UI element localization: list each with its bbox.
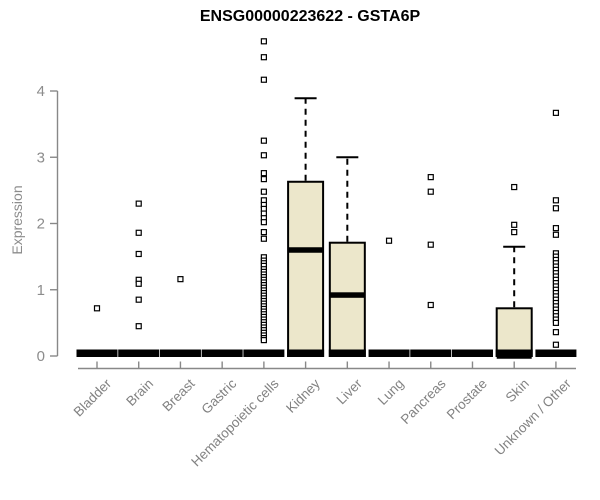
y-axis-label: Expression bbox=[9, 185, 25, 255]
outlier-point bbox=[260, 337, 267, 344]
box-group-pancreas bbox=[410, 174, 452, 357]
chart-title: ENSG00000223622 - GSTA6P bbox=[199, 8, 421, 25]
outlier-point bbox=[93, 305, 101, 312]
outlier-point bbox=[135, 323, 142, 330]
box-rect bbox=[287, 180, 325, 357]
outlier-point bbox=[511, 221, 518, 228]
median-line bbox=[329, 292, 365, 298]
box-rect bbox=[495, 307, 533, 357]
outlier-point bbox=[177, 276, 184, 283]
outlier-point bbox=[260, 176, 267, 183]
outlier-point bbox=[135, 200, 142, 207]
box-group-breast bbox=[159, 276, 201, 357]
box-group-prostate bbox=[451, 349, 493, 357]
outlier-point bbox=[260, 137, 267, 144]
box-rect bbox=[328, 241, 366, 357]
outlier-point bbox=[552, 225, 560, 232]
outlier-point bbox=[135, 280, 142, 287]
outlier-point bbox=[260, 152, 267, 159]
outlier-point bbox=[552, 205, 560, 212]
y-tick-label: 3 bbox=[37, 149, 45, 166]
outlier-point bbox=[135, 229, 142, 236]
outlier-point bbox=[260, 170, 267, 177]
median-line bbox=[288, 247, 324, 253]
box-group-skin bbox=[495, 183, 533, 359]
outlier-point bbox=[552, 329, 560, 336]
zero-bar bbox=[451, 349, 493, 357]
outlier-point bbox=[552, 341, 560, 348]
zero-bar bbox=[287, 349, 325, 357]
y-tick-label: 0 bbox=[37, 348, 45, 365]
box-group-gastric bbox=[201, 349, 243, 357]
box-group-hematopoietic-cells bbox=[243, 38, 285, 357]
zero-bar bbox=[243, 349, 285, 357]
box-group-lung bbox=[368, 237, 410, 357]
zero-bar bbox=[201, 349, 243, 357]
outlier-point bbox=[552, 109, 560, 116]
outlier-point bbox=[427, 301, 434, 309]
outlier-point bbox=[552, 197, 560, 204]
zero-bar bbox=[118, 349, 160, 357]
outlier-point bbox=[511, 229, 518, 236]
y-tick-label: 4 bbox=[37, 83, 45, 100]
outlier-point bbox=[427, 188, 434, 195]
outlier-point bbox=[260, 54, 267, 61]
box-group-unknown-other bbox=[535, 109, 577, 357]
zero-bar bbox=[368, 349, 410, 357]
outlier-point bbox=[260, 219, 267, 226]
box-group-kidney bbox=[287, 97, 325, 357]
outlier-point bbox=[511, 183, 518, 191]
outlier-point bbox=[260, 38, 267, 45]
outlier-point bbox=[260, 235, 267, 242]
zero-bar bbox=[535, 349, 577, 357]
y-tick-label: 1 bbox=[37, 282, 45, 299]
zero-bar bbox=[159, 349, 201, 357]
outlier-point bbox=[135, 296, 142, 303]
y-tick-label: 2 bbox=[37, 216, 45, 233]
outlier-point bbox=[260, 229, 267, 236]
outlier-point bbox=[260, 76, 267, 83]
box-group-bladder bbox=[76, 305, 118, 357]
outlier-point bbox=[427, 174, 434, 181]
box-group-brain bbox=[118, 200, 160, 357]
outlier-point bbox=[385, 237, 393, 244]
box-group-liver bbox=[328, 156, 366, 357]
outlier-point bbox=[260, 188, 267, 195]
outlier-point bbox=[135, 250, 142, 258]
outlier-point bbox=[552, 231, 560, 238]
outlier-point bbox=[552, 319, 560, 326]
outlier-point bbox=[427, 241, 434, 248]
zero-bar bbox=[328, 349, 366, 357]
zero-bar bbox=[76, 349, 118, 357]
zero-bar bbox=[410, 349, 452, 357]
zero-bar bbox=[495, 349, 533, 357]
